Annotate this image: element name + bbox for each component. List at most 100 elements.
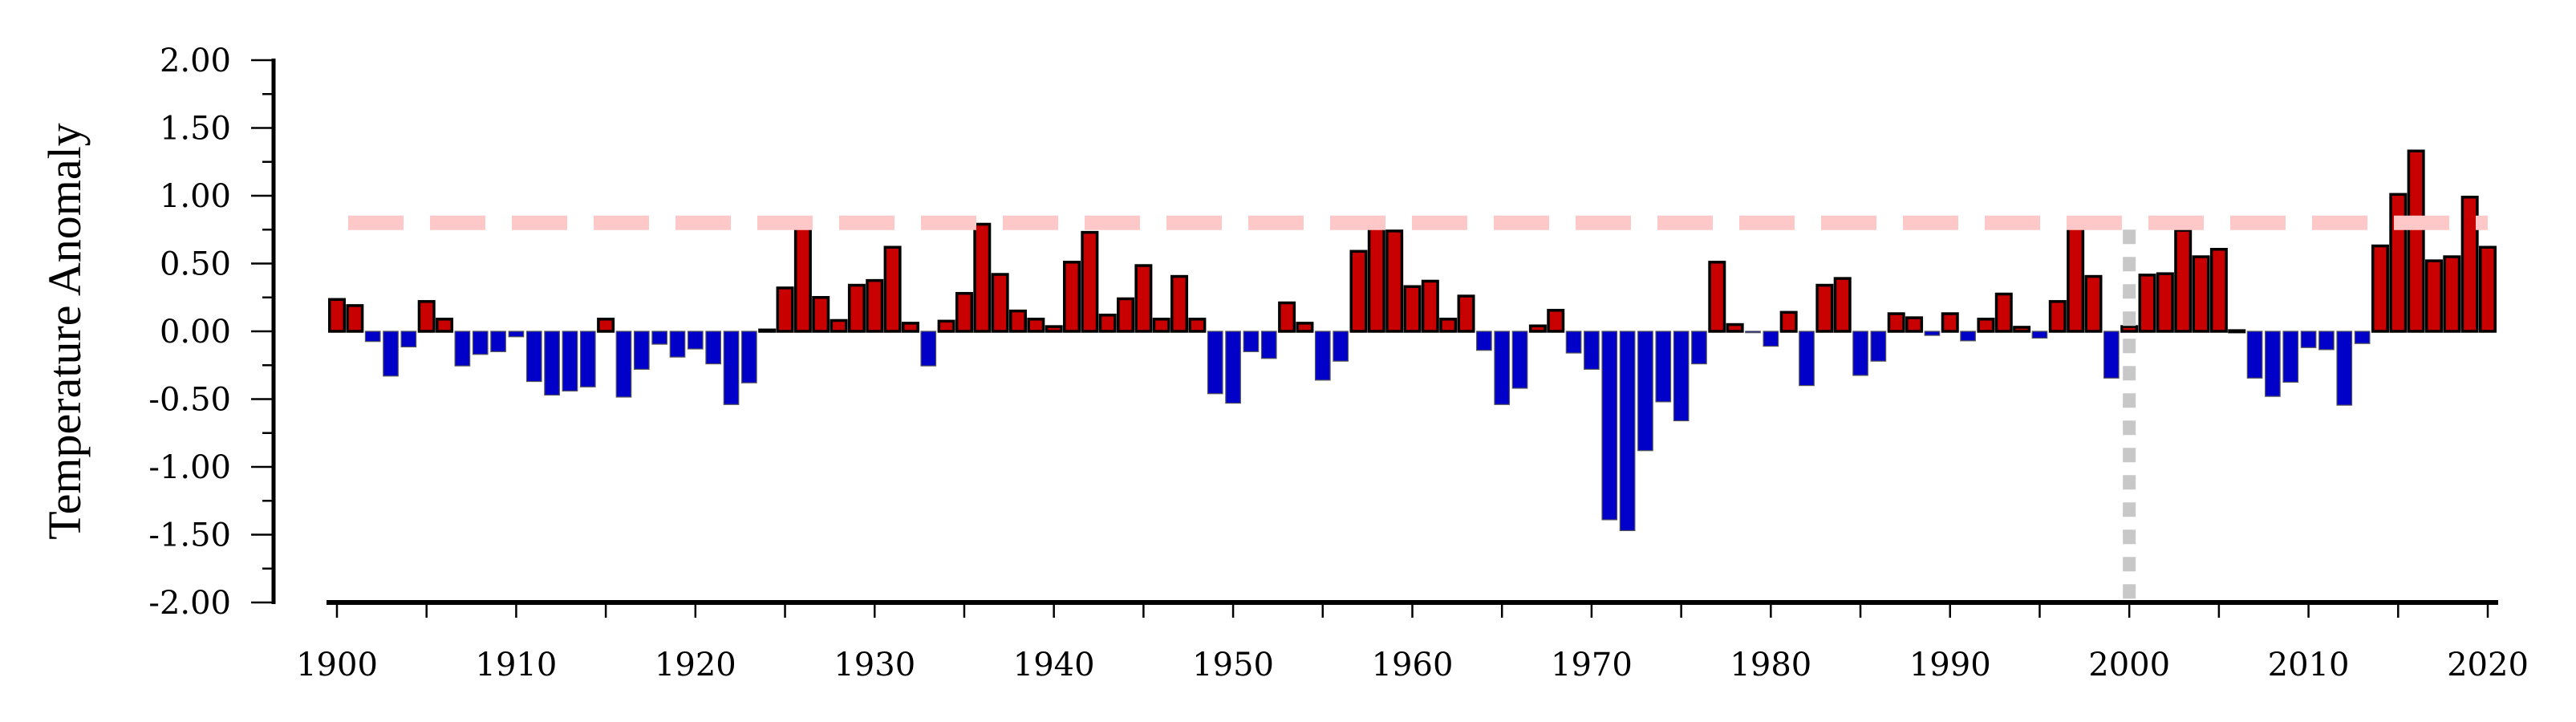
bar-2008 [2265,331,2281,397]
bar-1930 [866,278,884,333]
bar-1913 [562,331,578,391]
bar-1991 [1960,331,1976,342]
bar-1938 [1008,309,1027,333]
bar-1959 [1385,229,1404,333]
x-tick-label: 1920 [655,647,736,683]
reference-lines [337,215,2488,600]
bar-1923 [741,331,757,383]
bar-1962 [1439,318,1458,333]
bar-1919 [669,331,686,358]
bar-1968 [1547,309,1565,333]
bar-1903 [383,331,399,377]
bar-1990 [1941,312,1959,333]
bar-1966 [1511,331,1528,389]
bar-1947 [1170,274,1189,333]
y-tick-label: 0.00 [160,314,231,351]
bar-2014 [2371,244,2389,333]
bar-1948 [1188,318,1207,333]
bar-2004 [2192,255,2210,333]
bar-1956 [1333,331,1349,362]
x-tick-label: 1960 [1372,647,1454,683]
bar-1967 [1528,324,1547,333]
bar-1989 [1924,331,1941,336]
bar-1969 [1565,331,1582,354]
x-tick-label: 1930 [834,647,915,683]
bar-2010 [2300,331,2317,348]
bar-1964 [1476,331,1492,351]
bar-2016 [2407,149,2425,333]
bar-1908 [472,331,489,355]
bar-1900 [328,298,346,333]
bar-1901 [346,304,364,333]
bar-1937 [991,273,1009,333]
bar-1965 [1494,331,1511,405]
bar-2015 [2389,193,2408,333]
bar-1912 [544,331,560,396]
bar-1906 [436,318,454,333]
x-tick-label: 1980 [1730,647,1811,683]
bar-1957 [1349,249,1368,333]
bar-1941 [1063,261,1081,333]
bar-1949 [1207,331,1223,395]
bar-1929 [847,283,866,333]
bar-1907 [454,331,471,367]
bar-1981 [1779,310,1798,333]
y-tick-label: 2.00 [160,43,231,79]
bar-1973 [1637,331,1653,452]
bar-1977 [1708,261,1726,333]
bar-1943 [1098,313,1117,333]
x-tick-label: 1950 [1192,647,1274,683]
bar-1922 [723,331,740,405]
bar-2002 [2156,272,2174,333]
y-tick-label: -0.50 [148,382,231,419]
bar-2005 [2209,248,2228,333]
bars-layer [328,149,2497,532]
bar-2006 [2228,329,2246,334]
bar-1997 [2067,225,2085,333]
bar-2018 [2443,255,2461,333]
bar-1917 [633,331,650,370]
bar-1918 [651,331,668,345]
bar-1972 [1619,331,1636,532]
bar-2020 [2479,245,2497,333]
bar-1995 [2031,331,2048,339]
bar-1902 [364,331,381,343]
x-tick-label: 1990 [1909,647,1991,683]
bar-1987 [1887,312,1905,333]
bar-1914 [579,331,596,387]
bar-1953 [1278,301,1296,333]
bar-1994 [2013,326,2031,333]
y-tick-label: -1.00 [148,449,231,486]
y-axis-title: Temperature Anomaly [39,123,91,539]
bar-1980 [1763,331,1779,347]
bar-1983 [1815,283,1834,333]
bar-1928 [830,318,848,333]
bar-1911 [525,331,542,383]
x-tick-label: 2000 [2088,647,2170,683]
bar-1934 [937,319,955,333]
bar-1999 [2103,331,2120,379]
bar-1971 [1601,331,1618,521]
bar-1952 [1260,331,1277,359]
bar-1970 [1584,331,1600,370]
bar-1915 [597,318,615,333]
bar-1940 [1045,325,1063,333]
bar-1992 [1977,318,1995,333]
bar-2009 [2282,331,2299,383]
bar-1975 [1673,331,1690,422]
x-tick-label: 1900 [296,647,378,683]
bar-2013 [2354,331,2371,344]
bar-2011 [2318,331,2335,351]
y-tick-label: -2.00 [148,585,231,622]
x-tick-label: 2020 [2447,647,2529,683]
bar-2001 [2138,274,2156,333]
bar-1916 [615,331,632,398]
bar-1961 [1421,279,1439,333]
bar-1932 [901,322,919,333]
bar-1945 [1134,264,1153,333]
bar-1985 [1852,331,1868,376]
y-tick-label: 1.50 [160,111,231,148]
bar-1979 [1745,331,1761,334]
bar-1925 [776,286,794,333]
bar-1976 [1691,331,1707,365]
